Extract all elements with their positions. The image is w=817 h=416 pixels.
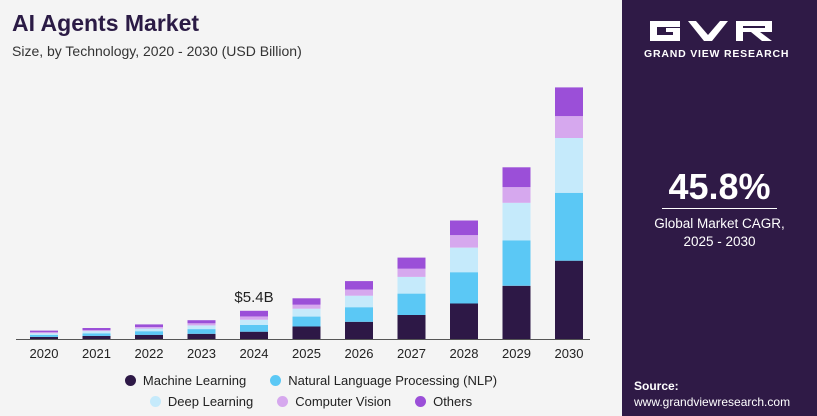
bar-2020-computer-vision (30, 332, 58, 334)
bar-2022-deep-learning (135, 328, 163, 332)
bar-2023-machine-learning (187, 333, 216, 339)
gvr-logo-icon (650, 21, 772, 41)
bar-2026-machine-learning (345, 321, 373, 339)
legend-swatch-deep-learning (149, 396, 161, 407)
bar-2028-others (450, 220, 478, 236)
bar-2023-natural-language-processing-nlp (187, 329, 216, 334)
side-panel: GRAND VIEW RESEARCH 45.8% Global Market … (622, 0, 817, 416)
bar-2027-natural-language-processing-nlp (397, 293, 426, 315)
x-tick-2020: 2020 (30, 346, 59, 361)
bar-2024-computer-vision (240, 316, 268, 320)
source-link[interactable]: www.grandviewresearch.com (634, 395, 791, 409)
bar-2020-deep-learning (30, 333, 58, 335)
legend-swatch-computer-vision (277, 396, 289, 407)
bar-2023-computer-vision (187, 323, 216, 326)
stacked-bar-chart: 2020 2021 2022 2023 2024 $5.4B 2025 2026 2027 202… (16, 87, 590, 361)
chart-area: AI Agents Market Size, by Technology, 20… (0, 10, 622, 412)
x-tick-2028: 2028 (450, 346, 479, 361)
bar-2025-machine-learning (292, 326, 321, 339)
bar-2030-others (555, 87, 583, 117)
bar-2021-deep-learning (82, 331, 111, 334)
legend-label-computer-vision: Computer Vision (295, 394, 392, 409)
legend-label-nlp: Natural Language Processing (NLP) (288, 373, 498, 388)
bar-2020-others (30, 330, 58, 333)
bar-2030-machine-learning (555, 260, 583, 339)
bar-2028-computer-vision (450, 235, 478, 248)
legend-label-others: Others (433, 394, 473, 409)
x-tick-2026: 2026 (345, 346, 374, 361)
bar-2027-others (397, 257, 426, 269)
bar-2023-deep-learning (187, 325, 216, 330)
bar-2029-machine-learning (502, 285, 531, 339)
bar-2028-machine-learning (450, 303, 478, 339)
chart-subtitle: Size, by Technology, 2020 - 2030 (USD Bi… (12, 43, 302, 59)
legend-row-2: Deep Learning Computer Vision Others (0, 391, 622, 412)
bar-2022-computer-vision (135, 327, 163, 329)
bar-2021-others (82, 328, 111, 331)
cagr-value: 45.8% (668, 166, 771, 207)
bar-2025-others (292, 298, 321, 305)
bar-2029-others (502, 167, 531, 188)
bar-2021-machine-learning (82, 335, 111, 339)
x-tick-2029: 2029 (502, 346, 531, 361)
bar-2027-deep-learning (397, 276, 426, 294)
bar-2025-natural-language-processing-nlp (292, 316, 321, 327)
chart-title: AI Agents Market (12, 10, 200, 36)
bar-2024-others (240, 310, 268, 317)
bar-2024-deep-learning (240, 319, 268, 325)
bar-2026-natural-language-processing-nlp (345, 307, 373, 322)
legend-label-deep-learning: Deep Learning (167, 394, 254, 409)
legend-swatch-nlp (270, 375, 282, 386)
bar-2021-computer-vision (82, 330, 111, 332)
bar-2022-others (135, 324, 163, 327)
bar-2029-natural-language-processing-nlp (502, 240, 531, 286)
bar-2029-deep-learning (502, 202, 531, 241)
x-tick-2024: 2024 (240, 346, 269, 361)
cagr-divider (662, 208, 777, 209)
bar-2026-deep-learning (345, 295, 373, 308)
bar-2024-machine-learning (240, 331, 268, 339)
legend-item-computer-vision: Computer Vision (277, 394, 391, 409)
bar-2027-machine-learning (397, 315, 426, 339)
x-tick-2022: 2022 (135, 346, 164, 361)
bar-2020-machine-learning (30, 336, 58, 339)
bar-2021-natural-language-processing-nlp (82, 333, 111, 336)
source-label: Source: (634, 379, 679, 393)
bar-2024-natural-language-processing-nlp (240, 324, 268, 332)
chart-legend: Machine Learning Natural Language Proces… (0, 370, 622, 412)
bar-2027-computer-vision (397, 268, 426, 277)
annotation-2024: $5.4B (234, 289, 273, 306)
x-tick-2027: 2027 (397, 346, 426, 361)
cagr-label-line1: Global Market CAGR, (654, 216, 785, 231)
bar-2030-deep-learning (555, 138, 583, 193)
bar-2022-natural-language-processing-nlp (135, 331, 163, 335)
bar-2025-computer-vision (292, 304, 321, 309)
legend-swatch-others (415, 396, 427, 407)
legend-item-deep-learning: Deep Learning (149, 394, 254, 409)
cagr-label: Global Market CAGR, 2025 - 2030 (622, 215, 817, 251)
bar-2023-others (187, 320, 216, 324)
bar-2020-natural-language-processing-nlp (30, 334, 58, 337)
bar-2022-machine-learning (135, 334, 163, 339)
legend-swatch-machine-learning (124, 375, 136, 386)
bar-2029-computer-vision (502, 187, 531, 203)
legend-item-machine-learning: Machine Learning (124, 373, 247, 388)
bar-2026-others (345, 281, 373, 290)
bar-2030-natural-language-processing-nlp (555, 192, 583, 261)
bar-2026-computer-vision (345, 289, 373, 296)
legend-item-nlp: Natural Language Processing (NLP) (270, 373, 497, 388)
bar-2030-computer-vision (555, 116, 583, 138)
bar-2025-deep-learning (292, 308, 321, 317)
x-tick-2023: 2023 (187, 346, 216, 361)
bar-2028-natural-language-processing-nlp (450, 272, 478, 304)
legend-row-1: Machine Learning Natural Language Proces… (0, 370, 622, 391)
x-tick-2030: 2030 (555, 346, 584, 361)
x-tick-2025: 2025 (292, 346, 321, 361)
cagr-label-line2: 2025 - 2030 (683, 234, 756, 249)
x-tick-2021: 2021 (82, 346, 111, 361)
brand-name: GRAND VIEW RESEARCH (644, 48, 790, 60)
bar-2028-deep-learning (450, 247, 478, 273)
legend-label-machine-learning: Machine Learning (142, 373, 247, 388)
legend-item-others: Others (415, 394, 472, 409)
